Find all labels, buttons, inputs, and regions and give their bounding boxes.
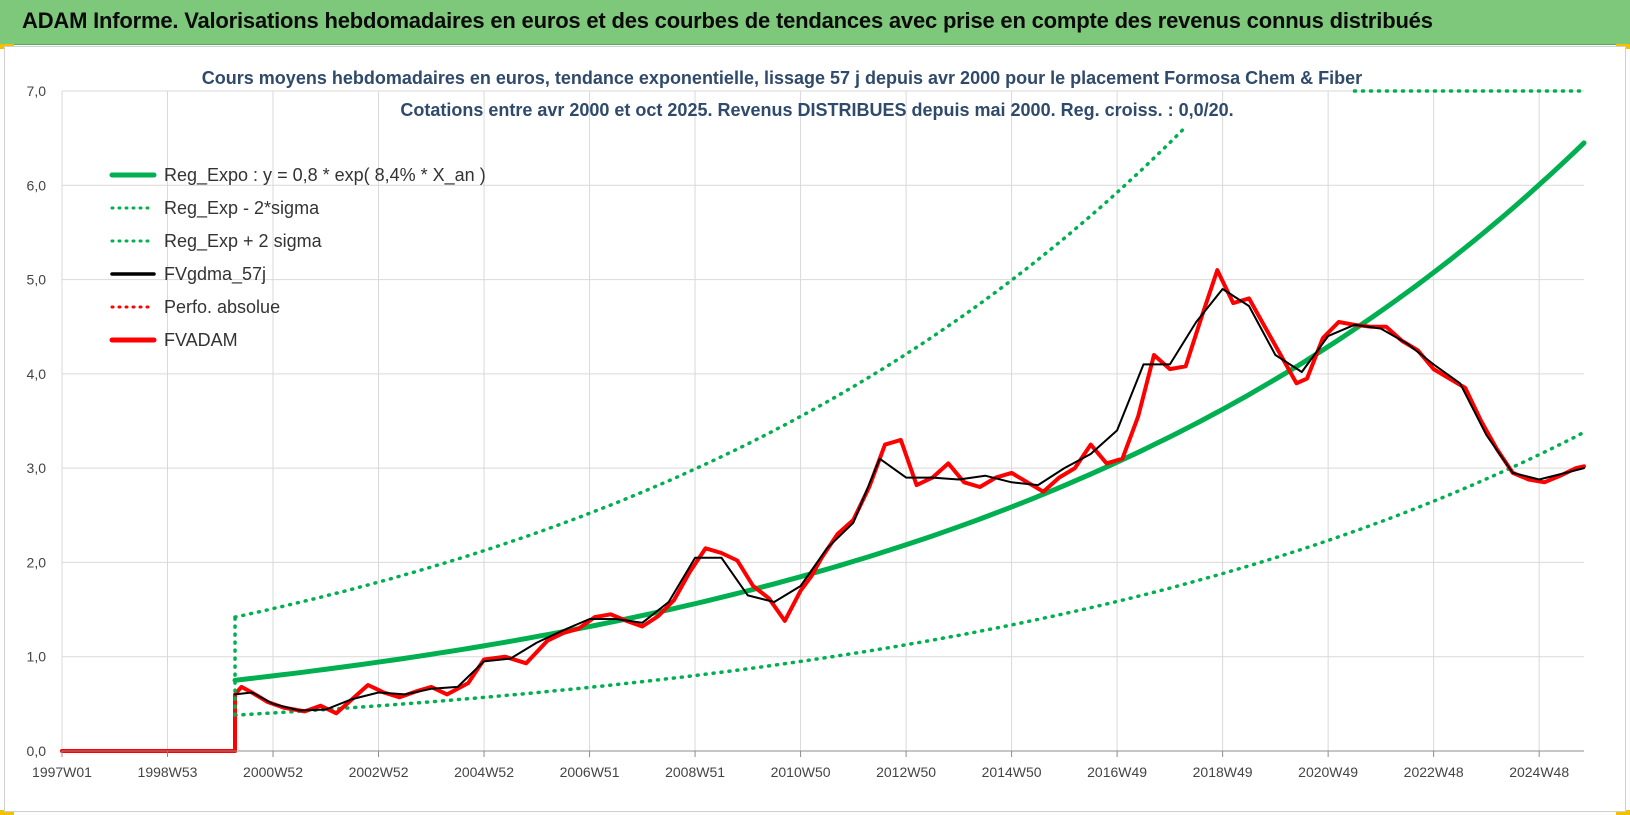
y-tick-label: 6,0 bbox=[27, 177, 47, 193]
legend-label: Perfo. absolue bbox=[164, 297, 280, 317]
y-tick-label: 4,0 bbox=[27, 366, 47, 382]
x-tick-label: 2020W49 bbox=[1298, 764, 1358, 780]
series-line-reg-exp-2-sigma bbox=[233, 125, 1188, 619]
series-line-reg-exp-2-sigma bbox=[233, 430, 1586, 717]
corner-marker bbox=[0, 810, 14, 815]
legend-label: Reg_Exp + 2 sigma bbox=[164, 231, 323, 252]
x-tick-label: 2008W51 bbox=[665, 764, 725, 780]
y-tick-label: 0,0 bbox=[27, 743, 47, 759]
chart-grid bbox=[61, 90, 1584, 752]
y-tick-label: 3,0 bbox=[27, 460, 47, 476]
legend-label: Reg_Expo : y = 0,8 * exp( 8,4% * X_an ) bbox=[164, 165, 486, 186]
x-tick-label: 2024W48 bbox=[1509, 764, 1569, 780]
header-banner: ADAM Informe. Valorisations hebdomadaire… bbox=[0, 0, 1630, 45]
chart-subtitle: Cotations entre avr 2000 et oct 2025. Re… bbox=[400, 100, 1233, 120]
series-line-fvgdma-57j bbox=[234, 288, 1585, 712]
x-tick-label: 2012W50 bbox=[876, 764, 936, 780]
x-tick-label: 2006W51 bbox=[560, 764, 620, 780]
legend-label: FVADAM bbox=[164, 330, 238, 350]
y-tick-label: 5,0 bbox=[27, 272, 47, 288]
x-tick-label: 1998W53 bbox=[138, 764, 198, 780]
x-tick-label: 1997W01 bbox=[32, 764, 92, 780]
x-tick-label: 2022W48 bbox=[1404, 764, 1464, 780]
y-tick-label: 1,0 bbox=[27, 649, 47, 665]
series-line-fvadam bbox=[60, 268, 1586, 753]
x-tick-label: 2014W50 bbox=[982, 764, 1042, 780]
page-title: ADAM Informe. Valorisations hebdomadaire… bbox=[22, 8, 1433, 33]
legend-label: FVgdma_57j bbox=[164, 264, 266, 285]
y-tick-label: 7,0 bbox=[27, 83, 47, 99]
x-tick-label: 2002W52 bbox=[349, 764, 409, 780]
corner-marker bbox=[1616, 810, 1630, 815]
y-tick-label: 2,0 bbox=[27, 554, 47, 570]
x-tick-label: 2000W52 bbox=[243, 764, 303, 780]
chart-series bbox=[60, 89, 1587, 753]
chart-axes: 0,0 1,0 2,0 3,0 4,0 5,0 6,0 7,0 1997W01 1998W53 20… bbox=[27, 83, 1584, 780]
x-tick-label: 2018W49 bbox=[1193, 764, 1253, 780]
series-line-reg-expo-y-0-8-exp-8-4-x-an bbox=[232, 140, 1587, 683]
x-tick-label: 2010W50 bbox=[771, 764, 831, 780]
x-tick-label: 2004W52 bbox=[454, 764, 514, 780]
x-tick-label: 2016W49 bbox=[1087, 764, 1147, 780]
chart-frame bbox=[4, 46, 1626, 812]
chart-title: Cours moyens hebdomadaires en euros, ten… bbox=[202, 68, 1362, 88]
legend-label: Reg_Exp - 2*sigma bbox=[164, 198, 320, 219]
chart-legend: Reg_Expo : y = 0,8 * exp( 8,4% * X_an ) R… bbox=[109, 165, 486, 350]
